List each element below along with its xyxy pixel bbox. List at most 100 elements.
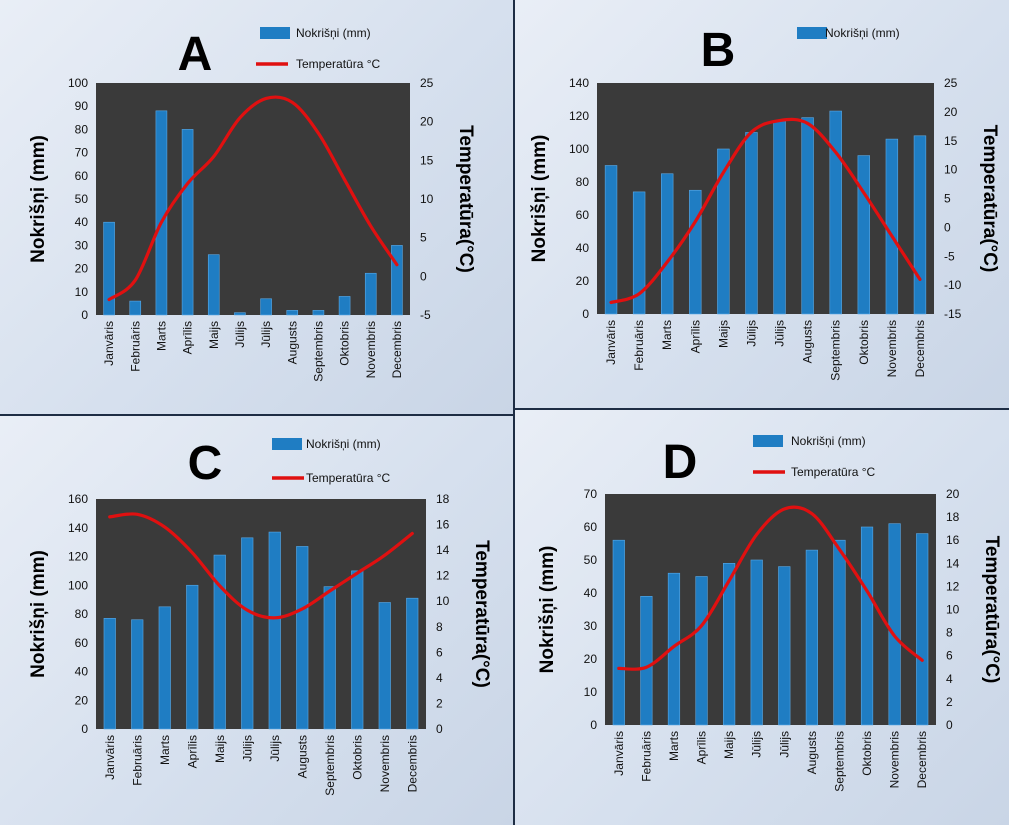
y2-tick-label: 16 <box>946 533 960 547</box>
month-label: Februāris <box>130 735 144 786</box>
month-label: Septembris <box>832 731 846 792</box>
month-label: Maijs <box>722 731 736 759</box>
month-label: Aprīlis <box>181 321 195 354</box>
y2-tick-label: 15 <box>944 134 958 148</box>
month-label: Septembris <box>323 735 337 796</box>
precipitation-bar <box>406 597 419 730</box>
horizontal-divider-left <box>0 414 513 416</box>
y-tick-label: 140 <box>68 521 88 535</box>
month-label: Decembris <box>390 321 404 378</box>
month-label: Jūlijs <box>777 731 791 758</box>
legend-bar-swatch <box>797 27 827 39</box>
month-label: Septembris <box>311 321 325 382</box>
precipitation-bar <box>181 129 194 316</box>
precipitation-bar <box>860 526 874 726</box>
precipitation-bar <box>186 584 199 730</box>
y-tick-label: 30 <box>75 238 89 252</box>
precipitation-bar <box>103 618 116 730</box>
chart-svg-c: C 0 20 40 60 80 100 120 140 160 0 2 4 6 8 10 12 14 16 18 Jan… <box>28 437 492 796</box>
y2-tick-label: -5 <box>944 249 955 263</box>
month-label: Augusts <box>801 320 815 363</box>
precipitation-bar <box>364 272 377 316</box>
precipitation-bar <box>391 245 403 316</box>
y-axis-title: Nokrišņi (mm) <box>529 135 550 263</box>
precipitation-bar <box>213 554 226 730</box>
chart-letter: A <box>178 28 213 81</box>
y-tick-label: 100 <box>569 142 589 156</box>
y-axis-title: Nokrišņi (mm) <box>537 546 558 674</box>
month-label: Jūlijs <box>744 320 758 347</box>
horizontal-divider-right <box>515 408 1009 410</box>
y2-tick-label: 18 <box>436 492 450 506</box>
precipitation-bar <box>661 173 674 315</box>
precipitation-bar <box>717 148 730 315</box>
month-label: Janvāris <box>612 731 626 776</box>
precipitation-bar <box>312 310 325 316</box>
month-label: Jūlijs <box>750 731 764 758</box>
y2-tick-label: -15 <box>944 307 962 321</box>
precipitation-bar <box>268 531 281 730</box>
precipitation-bar <box>103 221 115 316</box>
month-label: Oktobris <box>338 321 352 366</box>
y2-tick-label: 16 <box>436 518 450 532</box>
precipitation-bar <box>378 602 391 730</box>
y2-axis-title: Temperatūra(°C) <box>981 536 1002 684</box>
month-label: Augusts <box>805 731 819 774</box>
month-label: Februāris <box>632 320 646 371</box>
temperature-line <box>617 505 924 671</box>
month-label: Decembris <box>913 320 927 377</box>
y2-tick-label: 8 <box>946 626 953 640</box>
y2-tick-label: 14 <box>436 543 450 557</box>
y2-tick-label: 4 <box>946 672 953 686</box>
y-tick-label: 40 <box>584 586 598 600</box>
y-tick-label: 70 <box>75 146 89 160</box>
y-tick-label: 120 <box>68 550 88 564</box>
month-label: Oktobris <box>350 735 364 780</box>
month-label: Augusts <box>285 321 299 364</box>
month-label: Maijs <box>213 735 227 763</box>
precipitation-bar <box>723 563 736 726</box>
month-label: Maijs <box>716 320 730 348</box>
temperature-line <box>107 95 399 302</box>
y-tick-label: 0 <box>81 722 88 736</box>
precipitation-bar <box>695 576 708 726</box>
legend-bar-label: Nokrišņi (mm) <box>306 437 381 451</box>
y-tick-label: 50 <box>584 553 598 567</box>
y-tick-label: 30 <box>584 619 598 633</box>
precipitation-bar <box>916 533 929 726</box>
y-tick-label: 40 <box>576 241 590 255</box>
legend-bar-swatch <box>272 438 302 450</box>
legend-bar-swatch <box>753 435 783 447</box>
precipitation-bar <box>640 596 653 726</box>
temperature-line <box>609 117 922 305</box>
y-tick-label: 70 <box>584 487 598 501</box>
month-label: Janvāris <box>604 320 618 365</box>
legend-bar-label: Nokrišņi (mm) <box>296 26 371 40</box>
chart-panel-c: C 0 20 40 60 80 100 120 140 160 0 2 4 6 8 10 12 14 16 18 Jan… <box>0 416 513 825</box>
month-label: Jūlijs <box>268 735 282 762</box>
y-axis-title: Nokrišņi (mm) <box>28 550 49 678</box>
y-tick-label: 100 <box>68 76 88 90</box>
precipitation-bar <box>323 586 336 730</box>
temperature-line <box>108 512 414 620</box>
precipitation-bar <box>338 296 351 316</box>
y-tick-label: 50 <box>75 192 89 206</box>
y-tick-label: 140 <box>569 76 589 90</box>
month-label: Jūlijs <box>240 735 254 762</box>
y2-tick-label: 2 <box>946 695 953 709</box>
chart-letter: D <box>663 436 698 489</box>
y2-tick-label: 6 <box>946 649 953 663</box>
month-label: Oktobris <box>860 731 874 776</box>
month-label: Februāris <box>639 731 653 782</box>
plot-area <box>597 83 934 314</box>
y2-tick-label: 6 <box>436 645 443 659</box>
month-label: Septembris <box>829 320 843 381</box>
y-axis-title: Nokrišņi (mm) <box>28 135 49 263</box>
chart-svg-d: D 0 10 20 30 40 50 60 70 0 2 4 6 8 10 12 14 16 18 20 Janvāri… <box>537 434 1002 792</box>
y2-tick-label: 12 <box>946 579 960 593</box>
precipitation-bar <box>778 566 791 726</box>
y2-axis-title: Temperatūra(°C) <box>471 540 492 688</box>
y2-tick-label: 0 <box>420 269 427 283</box>
month-label: Decembris <box>915 731 929 788</box>
y2-tick-label: 0 <box>944 220 951 234</box>
